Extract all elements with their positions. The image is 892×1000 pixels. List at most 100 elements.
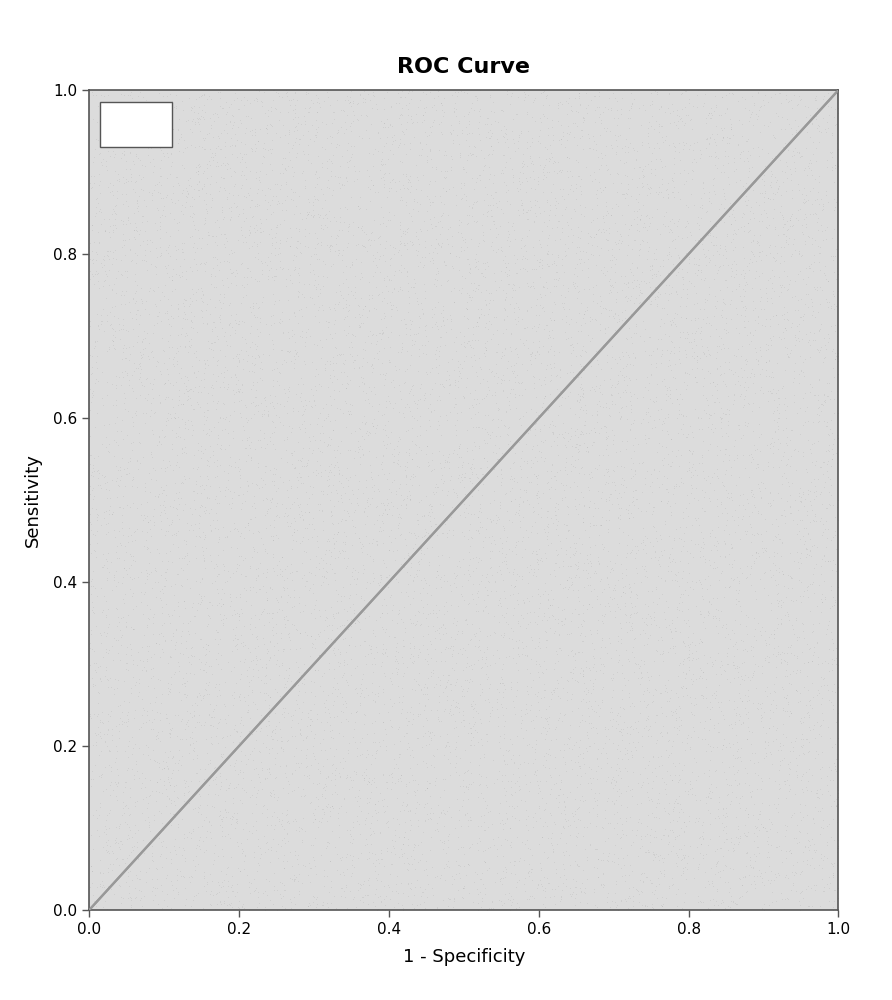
Point (83, 640, 97, 656)
Point (211, 262, 226, 278)
Point (171, 300, 186, 316)
Point (805, 721, 820, 737)
Point (268, 695, 283, 711)
Point (521, 822, 535, 838)
Point (747, 610, 761, 626)
Point (567, 853, 582, 869)
Point (478, 854, 492, 870)
Point (577, 884, 591, 900)
Point (272, 292, 286, 308)
Point (414, 682, 428, 698)
Point (216, 519, 230, 535)
Point (256, 798, 270, 814)
Point (656, 413, 670, 429)
Point (793, 248, 807, 264)
Point (530, 453, 544, 469)
Point (508, 400, 523, 416)
Point (112, 316, 126, 332)
Point (503, 892, 517, 908)
Point (790, 817, 805, 833)
Point (166, 310, 180, 326)
Point (521, 840, 535, 856)
Point (681, 783, 695, 799)
Point (803, 107, 817, 123)
Point (474, 687, 488, 703)
Point (135, 333, 149, 349)
Point (145, 402, 159, 418)
Point (503, 620, 517, 636)
Point (136, 791, 151, 807)
Point (109, 206, 123, 222)
Point (669, 381, 683, 397)
Point (219, 333, 234, 349)
Point (240, 704, 254, 720)
Point (751, 315, 765, 331)
Point (655, 865, 669, 881)
Point (741, 415, 756, 431)
Point (340, 154, 354, 170)
Point (636, 233, 650, 249)
Point (638, 528, 652, 544)
Point (475, 865, 489, 881)
Point (788, 441, 802, 457)
Point (783, 272, 797, 288)
Point (500, 83, 514, 99)
Point (457, 504, 471, 520)
Point (194, 293, 209, 309)
Point (732, 795, 747, 811)
Point (770, 592, 784, 608)
Point (591, 869, 606, 885)
Point (601, 853, 615, 869)
Point (500, 403, 514, 419)
Point (789, 682, 804, 698)
Point (612, 788, 626, 804)
Point (485, 387, 500, 403)
Point (164, 900, 178, 916)
Point (266, 378, 280, 394)
Point (567, 280, 582, 296)
Point (143, 544, 157, 560)
Point (596, 541, 610, 557)
Point (91, 373, 105, 389)
Point (157, 773, 171, 789)
Point (739, 643, 754, 659)
Point (286, 123, 301, 139)
Point (814, 860, 829, 876)
Point (589, 663, 603, 679)
Point (397, 599, 411, 615)
Point (206, 447, 220, 463)
Point (89, 114, 103, 130)
Point (209, 651, 223, 667)
Point (351, 612, 365, 628)
Point (579, 562, 593, 578)
Point (273, 245, 287, 261)
Point (755, 533, 769, 549)
Point (316, 731, 330, 747)
Point (577, 675, 591, 691)
Point (810, 406, 824, 422)
Point (768, 86, 782, 102)
Point (671, 849, 685, 865)
Point (677, 823, 691, 839)
Point (281, 261, 295, 277)
Point (262, 652, 277, 668)
Point (528, 197, 542, 213)
Point (650, 263, 665, 279)
Point (523, 496, 537, 512)
Point (320, 533, 334, 549)
Point (400, 497, 414, 513)
Point (519, 275, 533, 291)
Point (251, 397, 265, 413)
Point (100, 625, 114, 641)
Point (701, 490, 715, 506)
Point (729, 829, 743, 845)
Point (398, 624, 412, 640)
Point (788, 140, 802, 156)
Point (469, 92, 483, 108)
Point (591, 556, 606, 572)
Point (323, 97, 337, 113)
Point (478, 292, 492, 308)
Point (591, 869, 605, 885)
Point (346, 214, 360, 230)
Point (376, 605, 390, 621)
